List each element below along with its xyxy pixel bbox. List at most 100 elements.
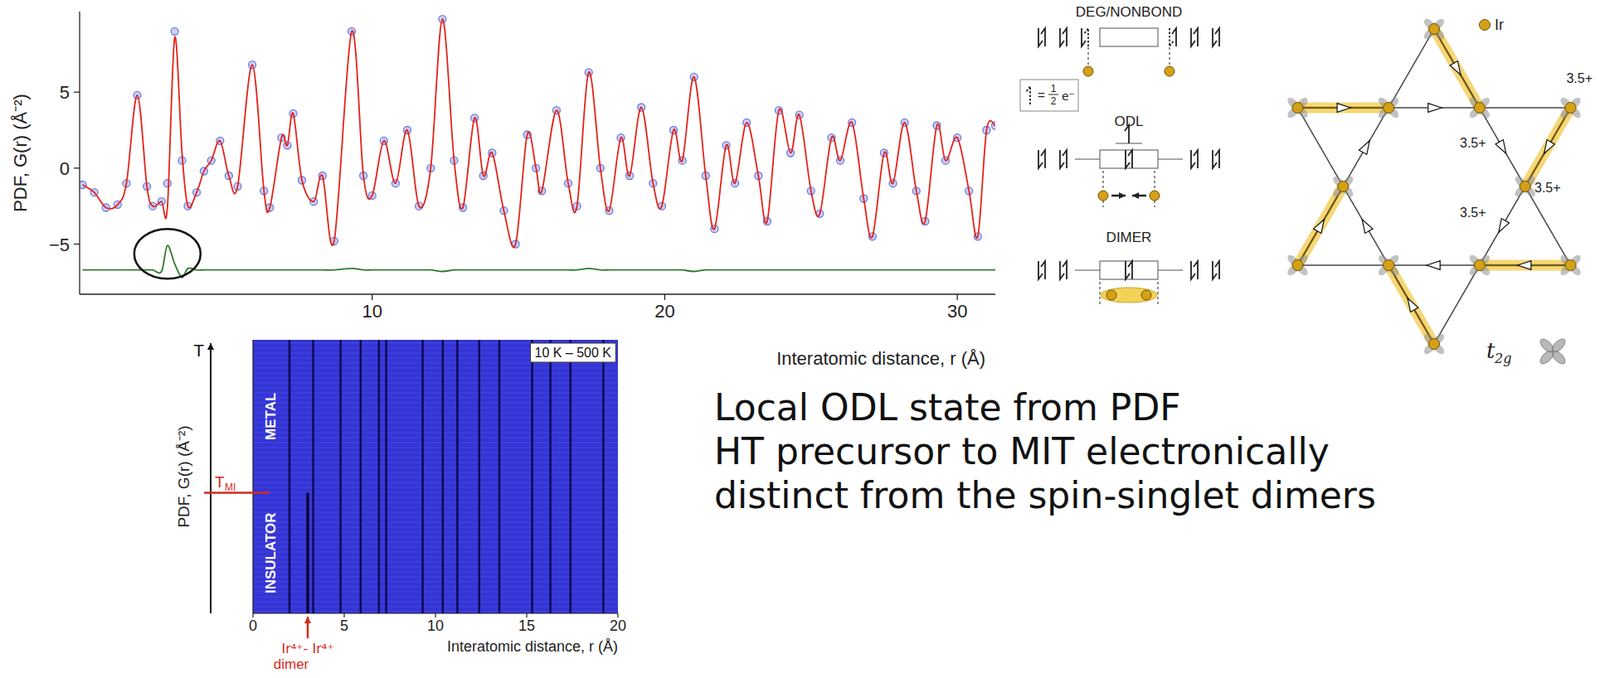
texture-line [252, 368, 618, 370]
texture-line [252, 373, 618, 375]
ir-atom [1106, 290, 1117, 301]
spin-arrow [1191, 150, 1196, 169]
y-axis-line [252, 340, 253, 614]
valence-label: 3.5+ [1534, 180, 1562, 195]
ir-atom [1429, 339, 1440, 351]
valence-label: 3.5+ [1565, 71, 1593, 86]
texture-line [252, 423, 618, 424]
spin-arrow [1193, 261, 1198, 280]
dimer-sublabel: dimer [273, 656, 310, 673]
peak-line [339, 340, 342, 614]
level-line [1157, 158, 1183, 160]
spin-arrow [1128, 150, 1133, 169]
spin-arrow [1191, 261, 1196, 280]
ir-atom [1519, 181, 1531, 193]
peak-line [421, 340, 424, 614]
level-line [1157, 269, 1183, 271]
x-tick-label: 0 [248, 617, 258, 635]
temperature-arrow [209, 343, 212, 614]
orbital-diagram: DEG/NONBOND=12e⁻ODLDIMER [1020, 4, 1220, 306]
notes: Local ODL state from PDFHT precursor to … [714, 386, 1377, 517]
x-tick-label: 20 [609, 617, 627, 635]
peak-line [359, 340, 363, 614]
figure: 102030−505PDF, G(r) (Å⁻²)Interatomic dis… [0, 0, 1600, 678]
displacement-arrow-head [1118, 192, 1126, 200]
texture-line [252, 408, 618, 409]
ir-atom [1565, 260, 1576, 272]
x-axis-title: Interatomic distance, r (Å) [447, 638, 618, 656]
legend-text: e⁻ [1061, 89, 1075, 103]
moment-arrow [1544, 140, 1556, 155]
moment-arrow [1428, 103, 1442, 113]
level-title: DIMER [1106, 229, 1153, 246]
peak-line [569, 340, 573, 614]
waterfall-fill [252, 340, 618, 614]
spin-arrow [1193, 28, 1198, 47]
data-point [170, 27, 179, 35]
plot-area [252, 340, 618, 614]
texture-line [252, 413, 618, 414]
peak-line [311, 340, 315, 614]
x-axis-title: Interatomic distance, r (Å) [776, 348, 986, 370]
ir-atom [1429, 24, 1440, 35]
ir-atom [1337, 181, 1349, 193]
note-line: HT precursor to MIT electronically [714, 430, 1330, 473]
spin-arrow [1060, 28, 1065, 47]
note-line: Local ODL state from PDF [714, 386, 1182, 429]
ir-atom [1292, 260, 1304, 272]
texture-line [252, 482, 618, 484]
temperature-arrow-head [207, 343, 214, 351]
spin-arrow [1169, 28, 1174, 47]
x-tick [956, 294, 958, 301]
transition-line [204, 491, 270, 495]
spin-arrow [1125, 150, 1130, 169]
dimer-bond [1100, 287, 1158, 303]
dimer-arrow-head [304, 617, 312, 624]
region-label: INSULATOR [262, 512, 279, 594]
spin-arrow [1172, 28, 1177, 47]
texture-line [252, 477, 618, 479]
valence-label: 3.5+ [1459, 136, 1487, 151]
legend-text: 1 [1050, 82, 1057, 95]
spin-arrow [1062, 150, 1067, 169]
x-tick-label: 30 [947, 301, 968, 322]
ir-atom [1565, 102, 1576, 114]
spin-arrow [1062, 261, 1067, 280]
orbital-label-sub: 2g [1493, 350, 1512, 367]
dimer-label: Ir⁴⁺- Ir⁴⁺ [281, 641, 334, 657]
spin-arrow [1040, 261, 1046, 280]
spin-arrow [1040, 28, 1046, 47]
x-tick-label: 5 [340, 617, 349, 635]
texture-line [252, 442, 618, 444]
texture-line [252, 452, 618, 454]
legend-box [1020, 79, 1079, 112]
x-axis-line [79, 293, 996, 295]
guide-line [1153, 170, 1155, 208]
guide-line [1102, 170, 1104, 208]
spin-arrow [1215, 261, 1220, 280]
level-box [1099, 261, 1158, 280]
spin-arrow [1060, 150, 1065, 169]
ir-atom [1473, 102, 1485, 114]
texture-line [252, 432, 618, 434]
spin-arrow [1026, 86, 1031, 105]
y-tick-label: 5 [59, 82, 70, 103]
series-line [82, 245, 996, 278]
moment-arrow [1337, 103, 1351, 113]
spin-arrow [1062, 28, 1067, 47]
inset-chart: 05101520Interatomic distance, r (Å)PDF, … [175, 340, 627, 673]
moment-arrow [1426, 261, 1440, 271]
x-tick-label: 10 [361, 301, 382, 322]
texture-line [252, 467, 618, 469]
spin-arrow [1193, 150, 1198, 169]
moment-arrow [1495, 140, 1507, 155]
guide-line [1168, 47, 1170, 67]
level-box [1099, 28, 1158, 47]
texture-line [252, 363, 618, 365]
spin-arrow [1081, 28, 1086, 47]
region-label: METAL [262, 393, 279, 441]
x-tick [371, 294, 373, 301]
ir-atom [1098, 190, 1109, 201]
dimer-line [306, 493, 310, 614]
spin-arrow [1038, 150, 1043, 169]
